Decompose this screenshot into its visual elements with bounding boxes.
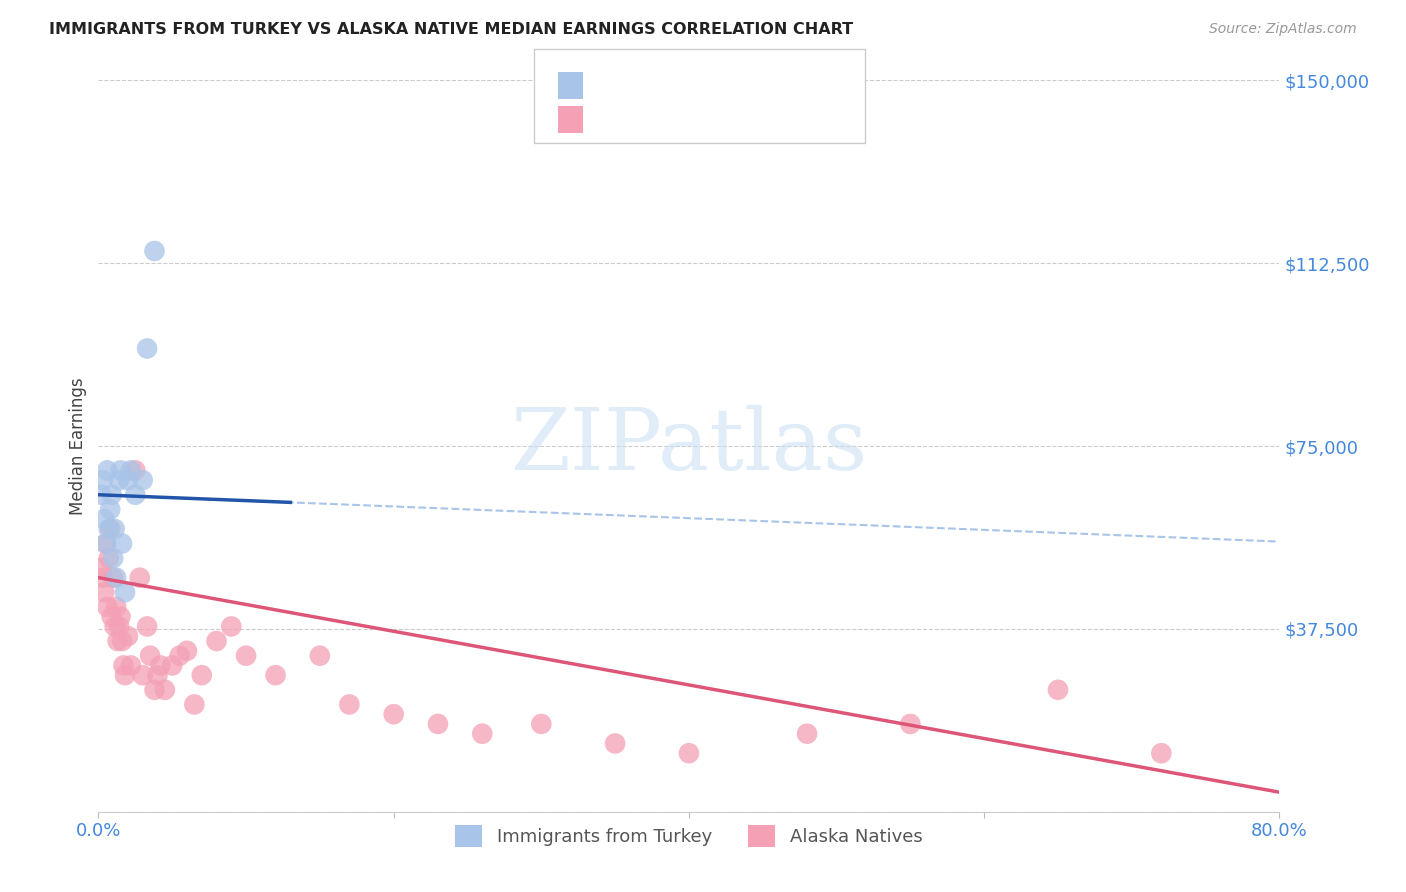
Point [176,644,198,658]
Point [91,473,114,487]
Text: R =: R = [595,105,633,123]
Point [1046,682,1070,697]
Point [191,668,214,682]
Point [98,502,121,516]
Point [110,463,132,477]
Point [136,619,159,633]
Point [93,585,115,599]
Point [103,571,125,585]
Point [143,682,166,697]
Point [107,634,129,648]
Text: Source: ZipAtlas.com: Source: ZipAtlas.com [1209,22,1357,37]
Point [309,648,332,663]
Point [104,522,127,536]
Point [205,634,228,648]
Point [183,698,205,712]
Point [110,609,132,624]
Point [139,648,162,663]
Point [120,463,142,477]
Legend: Immigrants from Turkey, Alaska Natives: Immigrants from Turkey, Alaska Natives [449,817,929,854]
Text: 49: 49 [747,105,770,123]
Point [91,571,114,585]
Text: -0.166: -0.166 [640,69,702,87]
Point [105,571,128,585]
Point [146,668,169,682]
Point [96,599,118,614]
Point [108,619,131,633]
Point [105,599,128,614]
Point [98,522,121,536]
Point [108,473,131,487]
Point [339,698,361,712]
Point [471,727,494,741]
Point [169,648,191,663]
Point [530,717,553,731]
Point [235,648,257,663]
Point [94,536,117,550]
Point [427,717,450,731]
Point [143,244,166,258]
Point [111,536,134,550]
Point [90,561,112,575]
Text: -0.528: -0.528 [640,105,702,123]
Point [97,522,120,536]
Point [796,727,818,741]
Point [124,488,146,502]
Point [678,746,700,760]
Point [100,488,122,502]
Text: 21: 21 [747,69,770,87]
Point [111,634,134,648]
Y-axis label: Median Earnings: Median Earnings [69,377,87,515]
Point [149,658,172,673]
Point [162,658,183,673]
Point [114,585,136,599]
Point [221,619,243,633]
Point [100,609,122,624]
Point [605,736,627,750]
Point [94,536,117,550]
Point [112,658,135,673]
Point [153,682,176,697]
Point [124,463,146,477]
Point [120,658,142,673]
Point [132,473,155,487]
Point [128,571,150,585]
Text: N =: N = [700,105,749,123]
Point [264,668,287,682]
Point [97,551,120,566]
Point [1150,746,1173,760]
Point [136,342,159,356]
Text: IMMIGRANTS FROM TURKEY VS ALASKA NATIVE MEDIAN EARNINGS CORRELATION CHART: IMMIGRANTS FROM TURKEY VS ALASKA NATIVE … [49,22,853,37]
Text: N =: N = [700,69,749,87]
Text: ZIPatlas: ZIPatlas [510,404,868,488]
Point [93,512,115,526]
Point [382,707,405,722]
Text: R =: R = [595,69,633,87]
Point [117,629,139,643]
Point [104,619,127,633]
Point [114,668,136,682]
Point [132,668,155,682]
Point [90,488,112,502]
Point [103,551,125,566]
Point [900,717,922,731]
Point [117,473,139,487]
Point [96,463,118,477]
